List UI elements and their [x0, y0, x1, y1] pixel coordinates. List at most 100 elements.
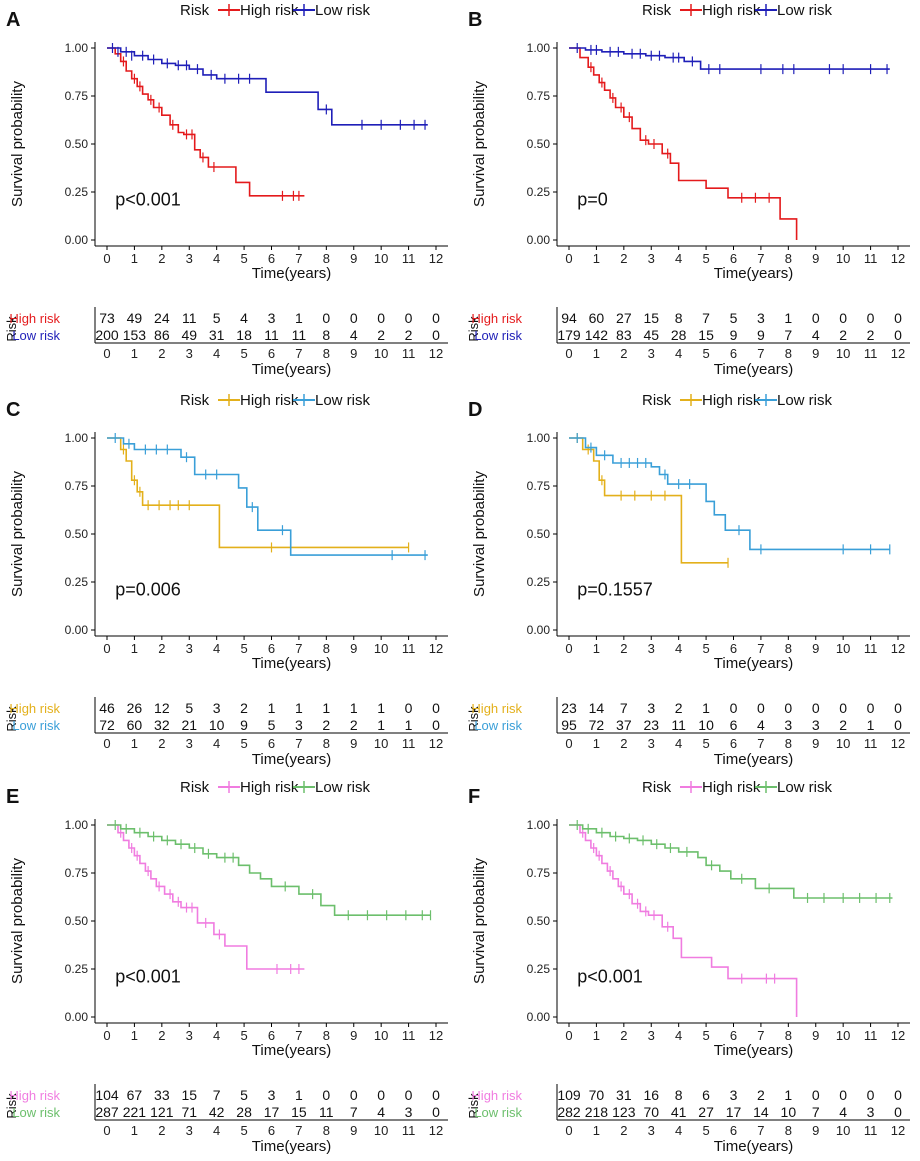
- panel-label: B: [468, 9, 482, 31]
- x-tick-label: 11: [864, 641, 878, 656]
- x-tick-label: 4: [213, 641, 220, 656]
- x-tick-label: 7: [757, 641, 764, 656]
- risk-count: 3: [784, 717, 792, 733]
- x-tick-label: 4: [675, 641, 682, 656]
- risk-count: 1: [295, 310, 303, 326]
- risk-table-x-tick-label: 4: [675, 346, 682, 361]
- x-tick-label: 3: [186, 641, 193, 656]
- survival-curve: [569, 824, 798, 1017]
- x-tick-label: 1: [593, 641, 600, 656]
- risk-count: 3: [757, 310, 765, 326]
- risk-count: 2: [867, 327, 875, 343]
- risk-table-x-tick-label: 8: [323, 346, 330, 361]
- legend: Risk High risk Low risk: [642, 2, 833, 19]
- panel-label: A: [6, 9, 20, 31]
- x-tick-label: 9: [350, 641, 357, 656]
- x-tick-label: 5: [702, 1028, 709, 1043]
- risk-table-row-label: High risk: [9, 701, 60, 716]
- legend-label: High risk: [240, 392, 299, 409]
- legend-title: Risk: [180, 2, 210, 19]
- risk-table-x-axis-label: Time(years): [714, 751, 793, 768]
- x-tick-label: 0: [103, 1028, 110, 1043]
- risk-count: 109: [557, 1087, 581, 1103]
- risk-count: 0: [867, 310, 875, 326]
- risk-table-x-tick-label: 2: [158, 1123, 165, 1138]
- y-tick-label: 0.00: [527, 1010, 551, 1024]
- y-axis-label: Survival probability: [9, 858, 26, 984]
- x-tick-label: 3: [186, 1028, 193, 1043]
- risk-table-x-tick-label: 7: [757, 1123, 764, 1138]
- risk-count: 4: [839, 1104, 847, 1120]
- risk-table-row-label: High risk: [471, 701, 522, 716]
- risk-count: 7: [784, 327, 792, 343]
- risk-count: 3: [295, 717, 303, 733]
- risk-table-x-tick-label: 10: [836, 736, 850, 751]
- panel-c: C Risk High risk Low risk0.000.250.500.751.…: [4, 392, 448, 768]
- risk-table-x-tick-label: 0: [103, 736, 110, 751]
- legend-title: Risk: [180, 392, 210, 409]
- risk-count: 6: [730, 717, 738, 733]
- risk-count: 83: [616, 327, 632, 343]
- risk-count: 10: [209, 717, 225, 733]
- risk-count: 1: [702, 700, 710, 716]
- y-tick-label: 0.00: [65, 1010, 89, 1024]
- risk-table-x-tick-label: 3: [186, 736, 193, 751]
- risk-count: 0: [867, 1087, 875, 1103]
- risk-count: 15: [291, 1104, 307, 1120]
- risk-count: 8: [675, 1087, 683, 1103]
- risk-count: 0: [894, 700, 902, 716]
- x-tick-label: 0: [103, 251, 110, 266]
- survival-curve: [569, 47, 890, 70]
- survival-curve: [107, 437, 428, 556]
- risk-count: 27: [616, 310, 632, 326]
- risk-table-x-tick-label: 12: [891, 736, 905, 751]
- risk-table-x-tick-label: 3: [648, 1123, 655, 1138]
- risk-count: 200: [95, 327, 119, 343]
- y-axis-label: Survival probability: [471, 471, 488, 597]
- risk-count: 1: [295, 1087, 303, 1103]
- risk-count: 1: [377, 700, 385, 716]
- risk-count: 0: [812, 1087, 820, 1103]
- risk-table-x-tick-label: 0: [103, 1123, 110, 1138]
- risk-table-row-label: High risk: [471, 311, 522, 326]
- risk-count: 15: [643, 310, 659, 326]
- x-axis-label: Time(years): [714, 265, 793, 282]
- x-tick-label: 8: [323, 641, 330, 656]
- risk-count: 31: [209, 327, 225, 343]
- risk-table-x-tick-label: 7: [295, 1123, 302, 1138]
- risk-count: 4: [350, 327, 358, 343]
- x-tick-label: 2: [158, 1028, 165, 1043]
- risk-count: 0: [377, 1087, 385, 1103]
- risk-table-x-tick-label: 3: [648, 736, 655, 751]
- x-tick-label: 1: [131, 1028, 138, 1043]
- y-tick-label: 1.00: [527, 41, 551, 55]
- risk-count: 1: [405, 717, 413, 733]
- risk-count: 21: [181, 717, 197, 733]
- risk-count: 0: [350, 1087, 358, 1103]
- risk-table-x-tick-label: 2: [620, 346, 627, 361]
- risk-count: 42: [209, 1104, 225, 1120]
- x-tick-label: 10: [374, 1028, 388, 1043]
- risk-table-x-tick-label: 9: [812, 736, 819, 751]
- x-tick-label: 12: [891, 1028, 905, 1043]
- x-tick-label: 6: [730, 641, 737, 656]
- legend-label: Low risk: [315, 779, 371, 796]
- risk-table-x-tick-label: 1: [131, 1123, 138, 1138]
- risk-table-x-tick-label: 11: [402, 346, 416, 361]
- y-tick-label: 0.50: [527, 137, 551, 151]
- risk-count: 11: [319, 1104, 334, 1120]
- risk-count: 4: [812, 327, 820, 343]
- risk-table-x-tick-label: 11: [402, 1123, 416, 1138]
- risk-count: 28: [236, 1104, 252, 1120]
- risk-table-x-tick-label: 8: [785, 346, 792, 361]
- risk-table-x-tick-label: 6: [730, 1123, 737, 1138]
- x-tick-label: 10: [836, 641, 850, 656]
- risk-count: 11: [182, 310, 197, 326]
- risk-count: 0: [432, 1104, 440, 1120]
- risk-count: 2: [350, 717, 358, 733]
- risk-table-x-tick-label: 8: [323, 1123, 330, 1138]
- risk-table-x-tick-label: 9: [350, 346, 357, 361]
- risk-count: 23: [643, 717, 659, 733]
- risk-count: 282: [557, 1104, 581, 1120]
